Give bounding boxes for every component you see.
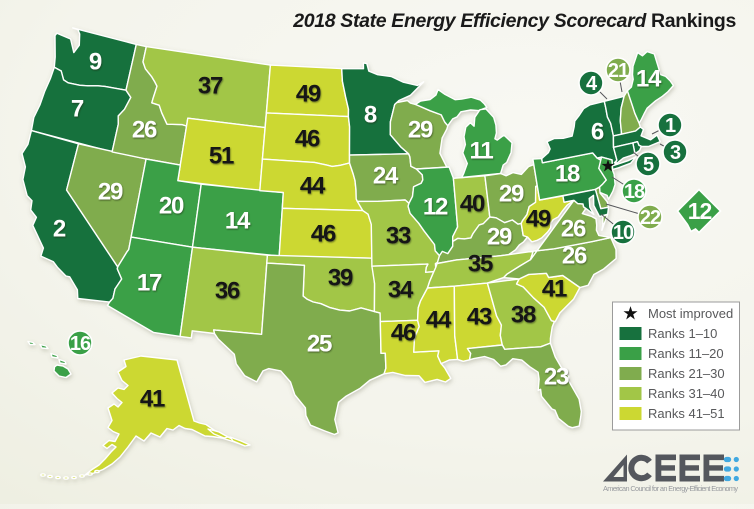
svg-text:26: 26	[561, 216, 586, 243]
svg-text:7: 7	[71, 96, 84, 123]
svg-text:5: 5	[643, 154, 654, 176]
svg-text:12: 12	[423, 194, 448, 221]
svg-text:36: 36	[215, 278, 240, 305]
svg-text:1: 1	[665, 115, 676, 137]
svg-text:29: 29	[98, 179, 123, 206]
svg-text:11: 11	[470, 138, 494, 165]
svg-text:2018 State Energy Efficiency S: 2018 State Energy Efficiency Scorecard R…	[292, 10, 736, 32]
svg-text:49: 49	[296, 81, 321, 108]
svg-text:29: 29	[487, 224, 512, 251]
svg-text:3: 3	[670, 142, 681, 164]
svg-text:American Council for an Energy: American Council for an Energy-Efficient…	[603, 484, 738, 493]
svg-text:9: 9	[89, 49, 102, 76]
svg-text:35: 35	[468, 251, 493, 278]
svg-text:46: 46	[391, 320, 416, 347]
svg-text:21: 21	[608, 60, 629, 82]
svg-text:33: 33	[386, 223, 411, 250]
svg-text:40: 40	[460, 191, 485, 218]
svg-text:46: 46	[295, 126, 320, 153]
svg-text:41: 41	[542, 276, 567, 303]
svg-text:41: 41	[140, 386, 165, 413]
svg-text:12: 12	[688, 198, 712, 224]
svg-text:51: 51	[209, 143, 234, 170]
svg-text:29: 29	[408, 117, 433, 144]
svg-text:Ranks 41–51: Ranks 41–51	[648, 406, 725, 421]
svg-text:8: 8	[364, 102, 377, 129]
svg-text:44: 44	[426, 307, 452, 334]
svg-text:Ranks 21–30: Ranks 21–30	[648, 366, 725, 381]
svg-text:38: 38	[511, 302, 536, 329]
svg-text:46: 46	[311, 221, 336, 248]
svg-text:49: 49	[526, 206, 551, 233]
svg-text:23: 23	[544, 364, 569, 391]
svg-text:22: 22	[640, 207, 661, 229]
svg-text:44: 44	[300, 173, 326, 200]
svg-text:34: 34	[388, 277, 414, 304]
svg-text:Ranks 1–10: Ranks 1–10	[648, 326, 717, 341]
svg-text:17: 17	[137, 270, 162, 297]
svg-text:20: 20	[159, 193, 184, 220]
svg-text:Ranks 11–20: Ranks 11–20	[648, 346, 724, 361]
svg-text:18: 18	[555, 161, 580, 188]
svg-text:37: 37	[198, 73, 223, 100]
svg-text:39: 39	[328, 265, 353, 292]
svg-text:Ranks 31–40: Ranks 31–40	[648, 386, 725, 401]
svg-text:26: 26	[562, 243, 587, 270]
svg-text:2: 2	[53, 216, 66, 243]
svg-text:24: 24	[373, 163, 399, 190]
svg-text:Most improved: Most improved	[648, 306, 733, 321]
svg-text:14: 14	[225, 208, 251, 235]
svg-text:26: 26	[132, 117, 157, 144]
svg-text:6: 6	[591, 119, 604, 146]
svg-text:18: 18	[624, 181, 645, 203]
svg-text:29: 29	[499, 181, 524, 208]
svg-text:25: 25	[307, 331, 332, 358]
svg-text:4: 4	[586, 73, 598, 95]
svg-text:10: 10	[613, 222, 634, 244]
svg-text:14: 14	[636, 66, 662, 93]
svg-text:16: 16	[70, 333, 91, 355]
svg-text:43: 43	[467, 304, 492, 331]
